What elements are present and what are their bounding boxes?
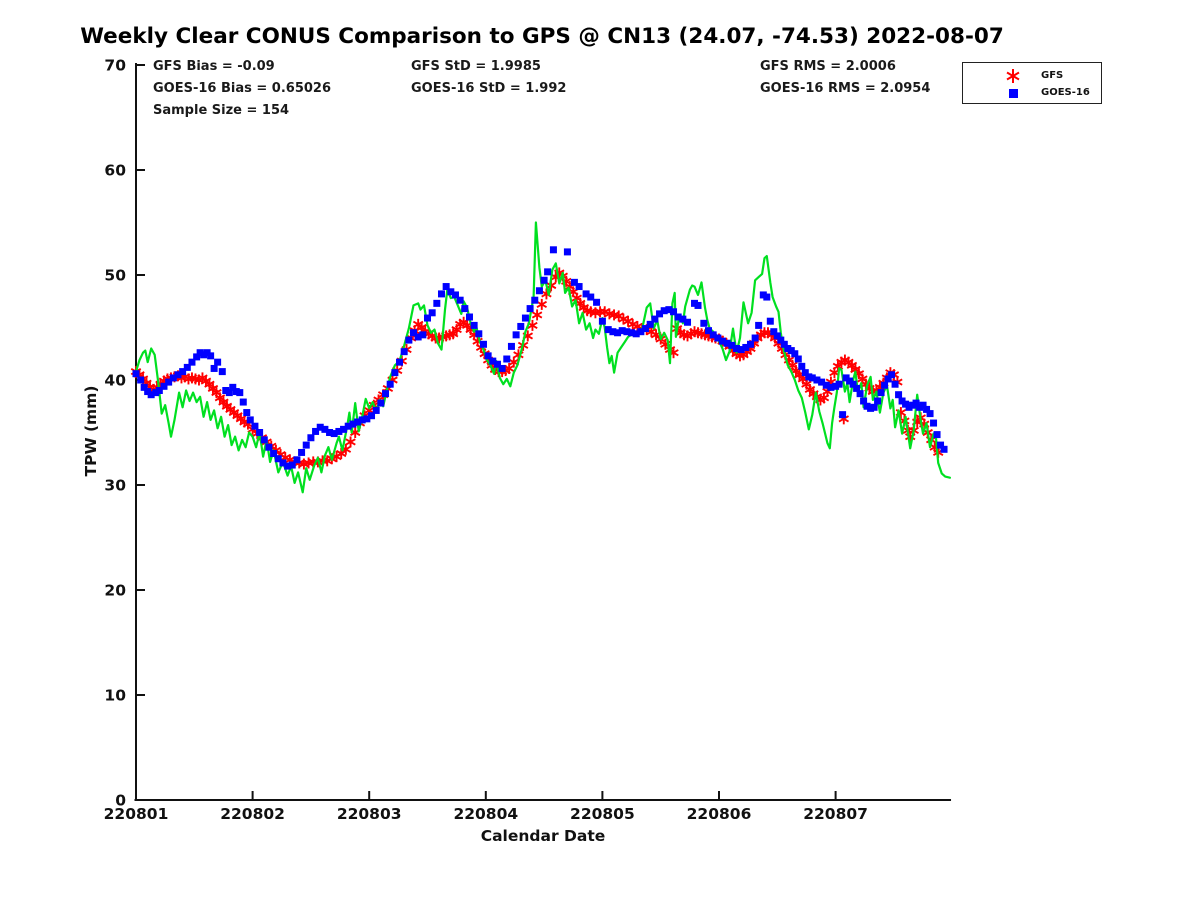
stat-gfs-bias: GFS Bias = -0.09 (153, 59, 275, 74)
y-axis-label: TPW (mm) (82, 385, 100, 477)
x-tick-label: 220805 (570, 805, 635, 823)
stat-goes-std: GOES-16 StD = 1.992 (411, 81, 567, 96)
x-tick-label: 220806 (687, 805, 752, 823)
legend-row-gfs: GFS (963, 66, 1101, 86)
y-tick-label: 40 (104, 372, 126, 390)
gfs-asterisk-icon (1001, 66, 1025, 86)
stat-gfs-rms: GFS RMS = 2.0006 (760, 59, 896, 74)
goes-square-icon (1001, 83, 1025, 103)
x-axis-label: Calendar Date (480, 827, 606, 845)
y-tick-label: 0 (115, 792, 126, 810)
y-tick-label: 50 (104, 267, 126, 285)
y-tick-label: 60 (104, 162, 126, 180)
chart-title: Weekly Clear CONUS Comparison to GPS @ C… (80, 24, 1004, 49)
legend-label-gfs: GFS (1041, 70, 1064, 81)
legend-box: GFS GOES-16 (962, 62, 1102, 104)
legend-label-goes: GOES-16 (1041, 87, 1090, 98)
x-tick-label: 220804 (453, 805, 518, 823)
x-tick-label: 220807 (803, 805, 868, 823)
y-tick-label: 30 (104, 477, 126, 495)
stat-sample-size: Sample Size = 154 (153, 103, 290, 118)
stat-gfs-std: GFS StD = 1.9985 (411, 59, 541, 74)
x-tick-label: 220802 (220, 805, 285, 823)
x-tick-label: 220801 (104, 805, 169, 823)
y-tick-label: 70 (104, 57, 126, 75)
legend-row-goes: GOES-16 (963, 83, 1101, 103)
x-tick-label: 220803 (337, 805, 402, 823)
y-tick-label: 20 (104, 582, 126, 600)
goes16-series (132, 246, 948, 470)
y-tick-label: 10 (104, 687, 126, 705)
stat-goes-rms: GOES-16 RMS = 2.0954 (760, 81, 931, 96)
gps-line-series (134, 221, 952, 494)
stat-goes-bias: GOES-16 Bias = 0.65026 (153, 81, 332, 96)
